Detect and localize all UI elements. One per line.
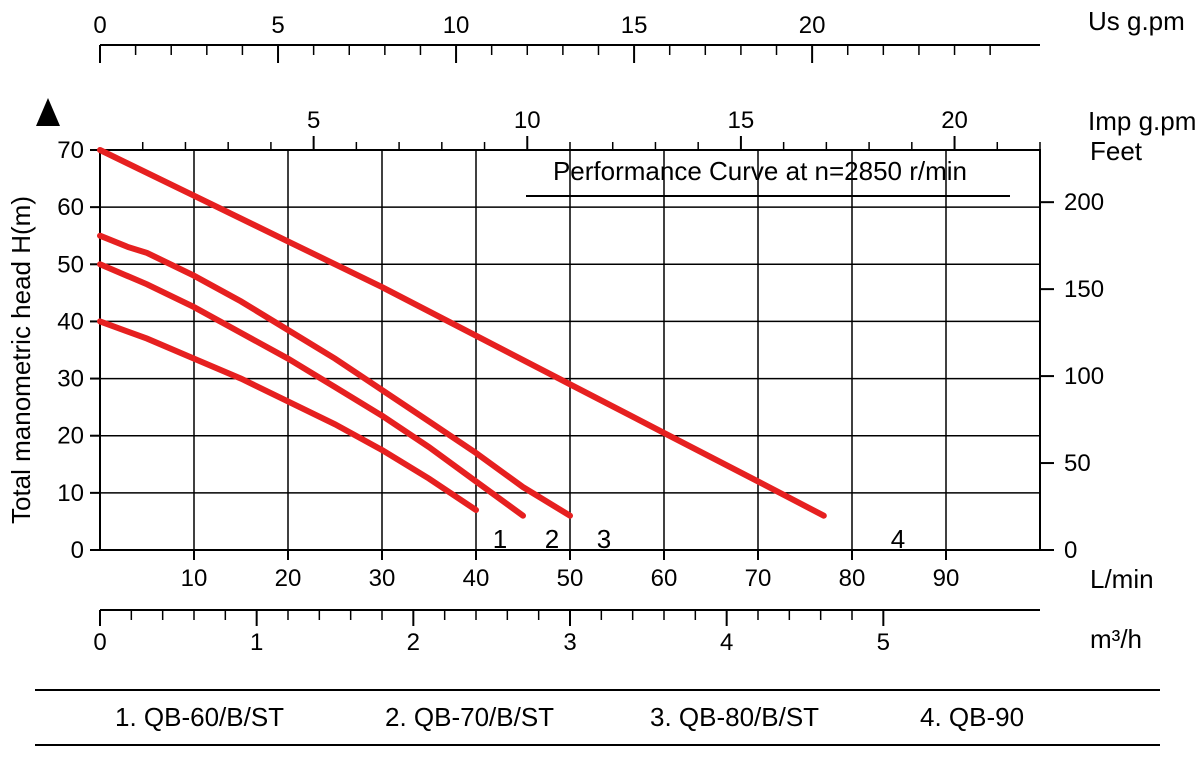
tick-label-us: 20 [799,12,826,39]
tick-label-y-left: 10 [57,480,84,507]
tick-label-us: 0 [93,12,106,39]
tick-label-imp: 20 [941,107,968,134]
tick-label-lmin: 20 [275,565,302,592]
tick-label-feet: 0 [1064,537,1077,564]
tick-label-m3h: 5 [877,629,890,656]
tick-label-y-left: 30 [57,366,84,393]
curve-3 [100,236,570,516]
tick-label-imp: 10 [514,107,541,134]
legend-item: 1. QB-60/B/ST [115,702,284,732]
unit-lmin: L/min [1090,564,1154,594]
curve-label-1: 1 [493,524,507,554]
tick-label-m3h: 3 [563,629,576,656]
tick-label-lmin: 80 [839,565,866,592]
tick-label-feet: 150 [1064,276,1104,303]
tick-label-feet: 100 [1064,363,1104,390]
tick-label-lmin: 40 [463,565,490,592]
tick-label-y-left: 70 [57,137,84,164]
tick-label-lmin: 10 [181,565,208,592]
curve-label-3: 3 [597,524,611,554]
tick-label-y-left: 60 [57,194,84,221]
tick-label-y-left: 50 [57,251,84,278]
y-axis-arrow [36,98,60,126]
tick-label-imp: 15 [728,107,755,134]
tick-label-us: 15 [621,12,648,39]
curve-label-2: 2 [545,524,559,554]
legend-item: 3. QB-80/B/ST [650,702,819,732]
tick-label-lmin: 50 [557,565,584,592]
tick-label-lmin: 30 [369,565,396,592]
unit-feet: Feet [1090,136,1143,166]
curve-2 [100,264,523,515]
tick-label-feet: 50 [1064,450,1091,477]
chart-title: Performance Curve at n=2850 r/min [553,156,967,186]
tick-label-m3h: 4 [720,629,733,656]
y-axis-label: Total manometric head H(m) [6,196,36,524]
legend-item: 4. QB-90 [920,702,1024,732]
unit-us-gpm: Us g.pm [1088,6,1185,36]
tick-label-us: 10 [443,12,470,39]
tick-label-y-left: 0 [71,537,84,564]
tick-label-m3h: 0 [93,629,106,656]
tick-label-feet: 200 [1064,189,1104,216]
tick-label-lmin: 60 [651,565,678,592]
tick-label-m3h: 1 [250,629,263,656]
legend-item: 2. QB-70/B/ST [385,702,554,732]
unit-imp-gpm: Imp g.pm [1088,106,1196,136]
tick-label-m3h: 2 [407,629,420,656]
curve-label-4: 4 [891,524,905,554]
tick-label-imp: 5 [307,107,320,134]
tick-label-us: 5 [271,12,284,39]
curve-4 [100,150,824,516]
tick-label-lmin: 70 [745,565,772,592]
tick-label-y-left: 40 [57,308,84,335]
unit-m3h: m³/h [1090,624,1142,654]
tick-label-y-left: 20 [57,423,84,450]
tick-label-lmin: 90 [933,565,960,592]
